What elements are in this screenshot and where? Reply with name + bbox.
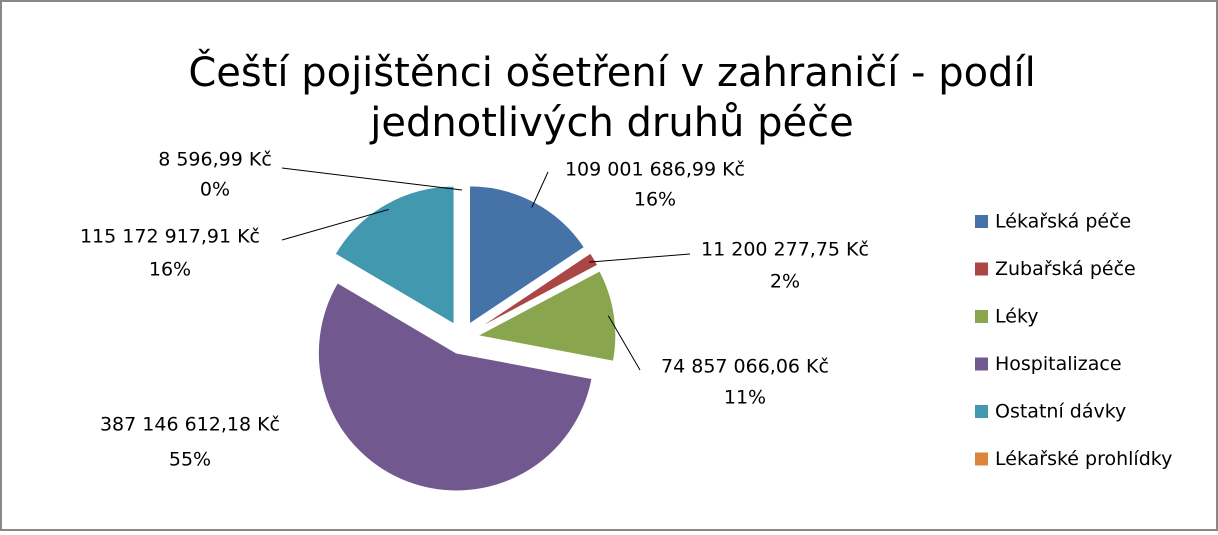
percent-label: 11% [724, 387, 766, 409]
value-label: 115 172 917,91 Kč [80, 226, 260, 248]
legend-label: Zubařská péče [995, 258, 1136, 280]
percent-label: 16% [634, 189, 676, 211]
percent-label: 55% [169, 449, 211, 471]
value-label: 387 146 612,18 Kč [100, 414, 280, 436]
legend-swatch [975, 405, 988, 418]
value-label: 74 857 066,06 Kč [661, 356, 829, 378]
percent-label: 16% [149, 259, 191, 281]
legend-label: Hospitalizace [995, 353, 1122, 375]
legend-label: Lékařská péče [995, 211, 1131, 233]
value-label: 11 200 277,75 Kč [701, 239, 869, 261]
chart-subtitle: jednotlivých druhů péče [369, 100, 853, 146]
legend-label: Ostatní dávky [995, 401, 1126, 423]
percent-label: 2% [770, 271, 800, 293]
legend-label: Léky [995, 306, 1039, 328]
legend-label: Lékařské prohlídky [995, 448, 1172, 470]
legend-swatch [975, 310, 988, 323]
legend-swatch [975, 215, 988, 228]
percent-label: 0% [200, 179, 230, 201]
legend-swatch [975, 453, 988, 466]
value-label: 8 596,99 Kč [158, 149, 272, 171]
legend-swatch [975, 358, 988, 371]
legend-swatch [975, 263, 988, 276]
value-label: 109 001 686,99 Kč [565, 159, 745, 181]
chart-title: Čeští pojištěnci ošetření v zahraničí - … [188, 48, 1035, 96]
